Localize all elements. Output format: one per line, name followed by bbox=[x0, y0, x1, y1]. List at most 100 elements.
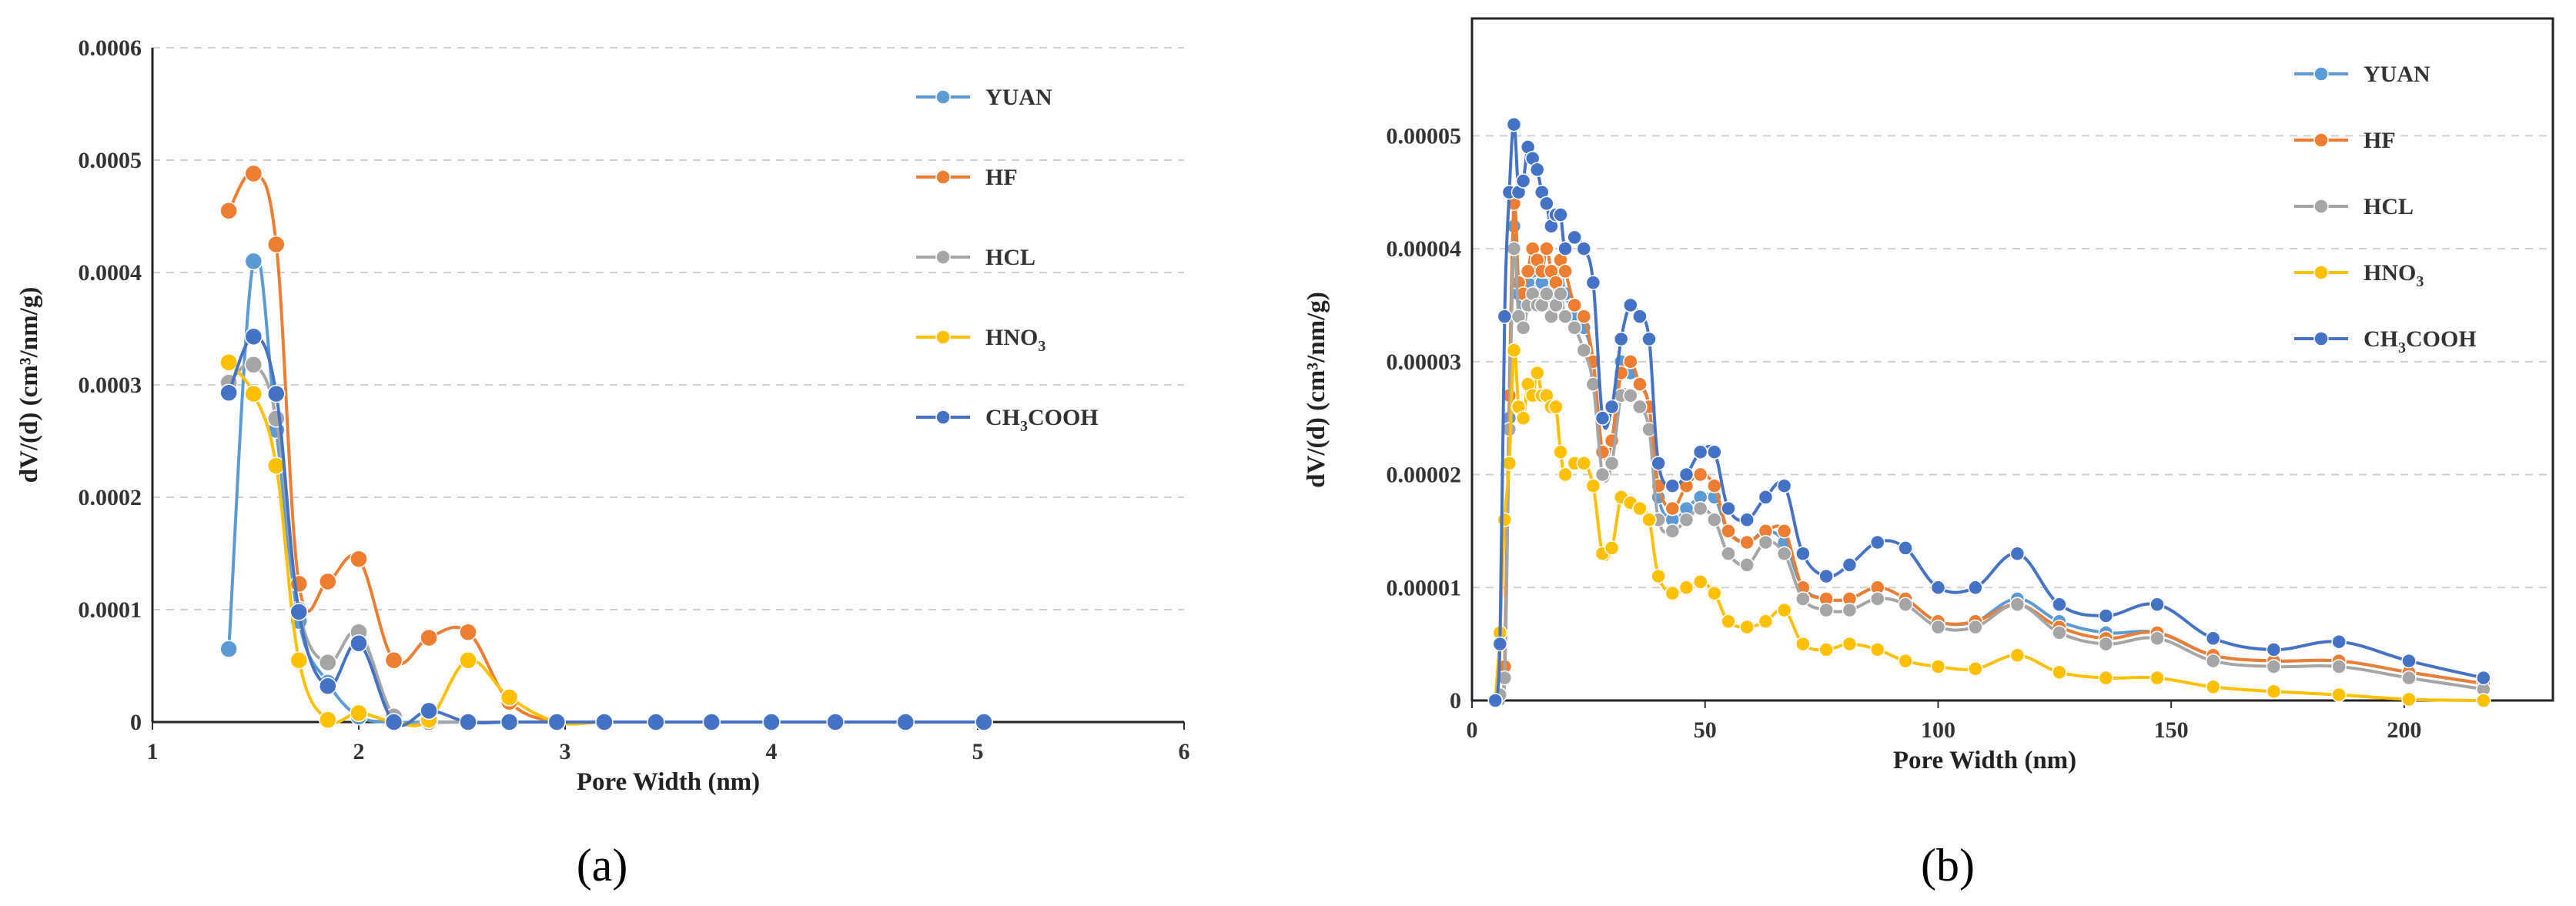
chart-a-legend-label-hcl: HCL bbox=[985, 245, 1035, 270]
chart-b-data-point-hf bbox=[1692, 466, 1708, 483]
chart-b-data-point-hcl bbox=[1898, 597, 1913, 613]
chart-a-legend-label-ch3cooh: CH3COOH bbox=[985, 405, 1099, 435]
chart-a-data-point-hno3 bbox=[350, 704, 368, 723]
chart-b-data-point-hno3 bbox=[1776, 602, 1792, 618]
chart-a-data-point-ch3cooh bbox=[219, 383, 238, 402]
chart-b-data-point-hf bbox=[1520, 263, 1536, 279]
chart-a-legend-label-hf: HF bbox=[985, 165, 1018, 190]
chart-b-data-point-ch3cooh bbox=[1842, 557, 1858, 573]
chart-b-data-point-ch3cooh bbox=[1553, 207, 1568, 222]
chart-b-data-point-hcl bbox=[1707, 512, 1722, 527]
chart-b-data-point-hcl bbox=[2052, 625, 2067, 640]
chart-b-xtick-label: 100 bbox=[1921, 717, 1955, 743]
chart-b-legend-label-ch3cooh: CH3COOH bbox=[2364, 326, 2477, 356]
chart-b-data-point-hno3 bbox=[1930, 659, 1946, 674]
chart-b-data-point-ch3cooh bbox=[1604, 399, 1620, 415]
chart-b-data-point-hcl bbox=[1506, 241, 1522, 256]
chart-a-data-point-ch3cooh bbox=[896, 713, 915, 731]
chart-b-data-point-hcl bbox=[1930, 619, 1946, 635]
chart-a-data-point-ch3cooh bbox=[975, 713, 993, 731]
chart-b-data-point-hno3 bbox=[1739, 619, 1755, 635]
chart-b-data-point-hcl bbox=[1539, 286, 1554, 302]
chart-b-ytick-label: 0 bbox=[1450, 688, 1461, 714]
chart-b-data-point-ch3cooh bbox=[1632, 309, 1648, 324]
chart-b-data-point-hno3 bbox=[1548, 399, 1564, 415]
chart-b-xtick-label: 150 bbox=[2154, 717, 2189, 743]
chart-a-ytick-label: 0.0004 bbox=[79, 260, 142, 286]
chart-a-series-line-hno3 bbox=[227, 361, 984, 727]
chart-b-data-point-hf bbox=[1721, 523, 1736, 539]
chart-b-data-point-hno3 bbox=[2098, 670, 2114, 686]
chart-a-data-point-ch3cooh bbox=[289, 603, 309, 621]
chart-b-data-point-ch3cooh bbox=[1739, 512, 1755, 527]
chart-b-data-point-ch3cooh bbox=[2266, 642, 2282, 657]
chart-b-data-point-hno3 bbox=[1842, 636, 1858, 652]
chart-b-data-point-ch3cooh bbox=[1515, 173, 1531, 189]
chart-b-data-point-ch3cooh bbox=[1641, 331, 1657, 347]
chart-b-legend-marker-yuan bbox=[2313, 66, 2329, 82]
chart-b-xtick-label: 200 bbox=[2387, 717, 2421, 743]
chart-b-data-point-hno3 bbox=[2149, 670, 2165, 686]
chart-b-data-point-hf bbox=[1707, 478, 1722, 493]
chart-b-data-point-hno3 bbox=[1497, 512, 1513, 527]
chart-b-legend-marker-hcl bbox=[2313, 199, 2329, 214]
chart-b-data-point-hno3 bbox=[1604, 540, 1620, 556]
chart-b-data-point-hno3 bbox=[1721, 613, 1736, 630]
chart-a-data-point-ch3cooh bbox=[547, 713, 567, 731]
chart-b-data-point-hno3 bbox=[2205, 679, 2221, 695]
chart-panel-b: 0 0.00001 0.00002 0.00003 0.00004 0.00005 0 50 1… bbox=[1232, 0, 2576, 906]
chart-b-data-point-hno3 bbox=[1758, 613, 1774, 630]
chart-b-data-point-hcl bbox=[1842, 602, 1858, 618]
chart-a-data-point-hno3 bbox=[244, 384, 263, 403]
chart-b-data-point-ch3cooh bbox=[2098, 608, 2114, 624]
chart-a-data-point-yuan bbox=[244, 252, 263, 271]
chart-b-data-point-ch3cooh bbox=[2205, 630, 2221, 647]
chart-a-legend-marker-hcl bbox=[935, 249, 951, 265]
chart-a-data-point-hno3 bbox=[319, 710, 337, 729]
chart-b-data-point-hcl bbox=[1594, 466, 1611, 483]
chart-b-data-point-hno3 bbox=[1664, 585, 1681, 601]
chart-b-data-point-hno3 bbox=[1585, 478, 1601, 493]
chart-a-ytick-label: 0.0006 bbox=[79, 35, 142, 61]
chart-b-data-point-hcl bbox=[1869, 591, 1885, 607]
chart-b-data-point-hno3 bbox=[1506, 343, 1522, 358]
chart-b-data-point-ch3cooh bbox=[1623, 297, 1638, 313]
chart-b-data-point-ch3cooh bbox=[1707, 444, 1722, 460]
chart-b-data-point-hcl bbox=[2266, 659, 2282, 674]
chart-b-data-point-hno3 bbox=[1707, 585, 1722, 601]
chart-b-data-point-ch3cooh bbox=[2331, 634, 2347, 650]
chart-b-data-point-ch3cooh bbox=[1795, 546, 1811, 562]
chart-b-data-point-hcl bbox=[1576, 343, 1592, 358]
chart-a-legend-label-yuan: YUAN bbox=[985, 85, 1052, 110]
chart-b-data-point-ch3cooh bbox=[1613, 331, 1629, 347]
chart-b-y-axis-title: dV/(d) (cm³/nm/g) bbox=[1303, 292, 1330, 488]
chart-b-data-point-ch3cooh bbox=[1721, 500, 1736, 517]
chart-b-data-point-ch3cooh bbox=[2149, 597, 2165, 613]
chart-a-data-point-hcl bbox=[319, 653, 337, 672]
chart-b-data-point-hcl bbox=[1795, 591, 1811, 607]
chart-a-series-line-ch3cooh bbox=[227, 335, 984, 727]
chart-b-legend-marker-hno3 bbox=[2313, 265, 2329, 280]
chart-b-data-point-ch3cooh bbox=[1678, 466, 1694, 483]
chart-a-data-point-ch3cooh bbox=[702, 713, 721, 731]
chart-b-data-point-ch3cooh bbox=[1898, 540, 1913, 556]
chart-a-svg: 0 0.0001 0.0002 0.0003 0.0004 0.0005 0.0006 1 2 3… bbox=[15, 35, 1190, 796]
chart-b-data-point-hcl bbox=[1739, 557, 1755, 573]
chart-b-data-point-hno3 bbox=[1869, 642, 1885, 657]
chart-b-data-point-hcl bbox=[1758, 534, 1774, 550]
chart-b-data-point-hno3 bbox=[1632, 500, 1648, 517]
chart-b-data-point-hno3 bbox=[1795, 636, 1811, 652]
chart-a-data-point-hf bbox=[384, 650, 403, 670]
chart-a-ytick-label: 0.0002 bbox=[79, 485, 142, 510]
chart-b-ytick-label: 0.00002 bbox=[1387, 463, 1462, 488]
chart-a-data-point-ch3cooh bbox=[267, 384, 286, 403]
chart-b-legend-label-hno3: HNO3 bbox=[2364, 260, 2424, 290]
chart-b-data-point-ch3cooh bbox=[1818, 568, 1834, 584]
chart-a-xtick-label: 4 bbox=[766, 739, 778, 764]
chart-a-data-point-hno3 bbox=[219, 353, 238, 372]
chart-b-series-line-hf bbox=[1494, 199, 2484, 702]
chart-b-data-point-hcl bbox=[1553, 286, 1568, 302]
chart-b-data-point-ch3cooh bbox=[1930, 580, 1946, 596]
chart-b-data-point-hf bbox=[1576, 309, 1592, 324]
chart-a-xtick-label: 2 bbox=[353, 739, 365, 764]
